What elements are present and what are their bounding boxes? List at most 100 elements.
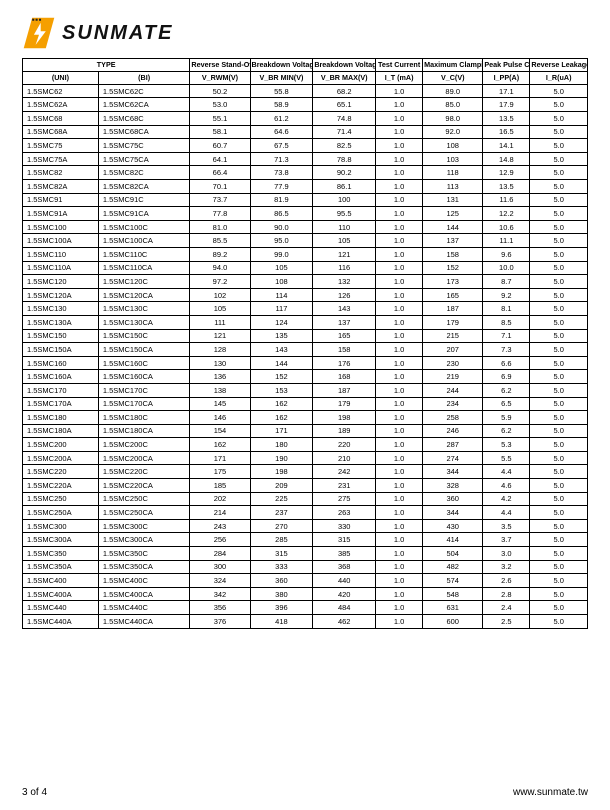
- table-cell: 5.0: [530, 315, 588, 329]
- table-cell: 333: [250, 560, 313, 574]
- table-cell: 168: [313, 370, 376, 384]
- table-cell: 1.5SMC200: [23, 438, 99, 452]
- table-cell: 1.5SMC120CA: [98, 288, 190, 302]
- table-cell: 11.1: [483, 234, 530, 248]
- table-cell: 1.0: [376, 356, 423, 370]
- table-cell: 3.5: [483, 519, 530, 533]
- table-cell: 117: [250, 302, 313, 316]
- table-row: 1.5SMC300A1.5SMC300CA2562853151.04143.75…: [23, 533, 588, 547]
- table-cell: 82.5: [313, 139, 376, 153]
- table-cell: 1.5SMC170: [23, 383, 99, 397]
- table-cell: 1.5SMC400: [23, 574, 99, 588]
- table-cell: 68.2: [313, 84, 376, 98]
- table-cell: 244: [423, 383, 483, 397]
- table-cell: 6.9: [483, 370, 530, 384]
- table-cell: 105: [250, 261, 313, 275]
- table-cell: 158: [423, 247, 483, 261]
- table-cell: 5.0: [530, 261, 588, 275]
- table-cell: 137: [423, 234, 483, 248]
- table-row: 1.5SMC1301.5SMC130C1051171431.01878.15.0: [23, 302, 588, 316]
- unit-vbrmin: V_BR MIN(V): [250, 71, 313, 84]
- table-cell: 4.2: [483, 492, 530, 506]
- table-cell: 5.0: [530, 166, 588, 180]
- table-cell: 4.6: [483, 479, 530, 493]
- table-cell: 89.2: [190, 247, 250, 261]
- table-cell: 187: [313, 383, 376, 397]
- table-cell: 1.5SMC350A: [23, 560, 99, 574]
- table-cell: 1.5SMC110: [23, 247, 99, 261]
- table-cell: 1.0: [376, 438, 423, 452]
- table-cell: 285: [250, 533, 313, 547]
- table-cell: 5.0: [530, 193, 588, 207]
- table-cell: 5.0: [530, 112, 588, 126]
- table-cell: 162: [190, 438, 250, 452]
- table-row: 1.5SMC1801.5SMC180C1461621981.02585.95.0: [23, 411, 588, 425]
- table-cell: 6.2: [483, 383, 530, 397]
- table-cell: 1.5SMC400C: [98, 574, 190, 588]
- table-cell: 360: [423, 492, 483, 506]
- table-row: 1.5SMC400A1.5SMC400CA3423804201.05482.85…: [23, 587, 588, 601]
- table-cell: 1.0: [376, 315, 423, 329]
- table-cell: 187: [423, 302, 483, 316]
- table-cell: 5.0: [530, 547, 588, 561]
- table-cell: 176: [313, 356, 376, 370]
- table-cell: 64.1: [190, 152, 250, 166]
- table-cell: 77.8: [190, 207, 250, 221]
- table-cell: 274: [423, 451, 483, 465]
- table-cell: 10.0: [483, 261, 530, 275]
- table-cell: 162: [250, 411, 313, 425]
- table-cell: 1.0: [376, 587, 423, 601]
- table-cell: 98.0: [423, 112, 483, 126]
- table-row: 1.5SMC4401.5SMC440C3563964841.06312.45.0: [23, 601, 588, 615]
- header-row-2: (UNI) (BI) V_RWM(V) V_BR MIN(V) V_BR MAX…: [23, 71, 588, 84]
- table-cell: 111: [190, 315, 250, 329]
- table-cell: 263: [313, 506, 376, 520]
- table-cell: 16.5: [483, 125, 530, 139]
- table-cell: 380: [250, 587, 313, 601]
- table-cell: 1.5SMC75: [23, 139, 99, 153]
- table-cell: 143: [313, 302, 376, 316]
- table-cell: 1.5SMC170CA: [98, 397, 190, 411]
- table-cell: 4.4: [483, 506, 530, 520]
- page: SUNMATE TYPE Reverse Stand-Off Voltage B…: [0, 0, 610, 810]
- table-cell: 165: [423, 288, 483, 302]
- table-cell: 126: [313, 288, 376, 302]
- table-cell: 1.5SMC91CA: [98, 207, 190, 221]
- table-cell: 1.5SMC400CA: [98, 587, 190, 601]
- table-cell: 430: [423, 519, 483, 533]
- table-cell: 5.0: [530, 288, 588, 302]
- col-ir: Reverse Leakage @V_RWM: [530, 59, 588, 72]
- table-cell: 95.5: [313, 207, 376, 221]
- table-cell: 189: [313, 424, 376, 438]
- table-cell: 287: [423, 438, 483, 452]
- table-row: 1.5SMC751.5SMC75C60.767.582.51.010814.15…: [23, 139, 588, 153]
- table-cell: 548: [423, 587, 483, 601]
- table-cell: 1.0: [376, 519, 423, 533]
- table-row: 1.5SMC1501.5SMC150C1211351651.02157.15.0: [23, 329, 588, 343]
- table-cell: 64.6: [250, 125, 313, 139]
- table-cell: 342: [190, 587, 250, 601]
- table-cell: 1.5SMC100CA: [98, 234, 190, 248]
- table-cell: 1.5SMC180C: [98, 411, 190, 425]
- table-cell: 61.2: [250, 112, 313, 126]
- table-cell: 1.0: [376, 193, 423, 207]
- table-cell: 5.0: [530, 465, 588, 479]
- table-cell: 1.5SMC110CA: [98, 261, 190, 275]
- table-cell: 356: [190, 601, 250, 615]
- table-cell: 1.5SMC120A: [23, 288, 99, 302]
- table-row: 1.5SMC1701.5SMC170C1381531871.02446.25.0: [23, 383, 588, 397]
- table-row: 1.5SMC821.5SMC82C66.473.890.21.011812.95…: [23, 166, 588, 180]
- table-row: 1.5SMC1201.5SMC120C97.21081321.01738.75.…: [23, 275, 588, 289]
- table-cell: 1.5SMC62CA: [98, 98, 190, 112]
- table-cell: 121: [313, 247, 376, 261]
- table-row: 1.5SMC681.5SMC68C55.161.274.81.098.013.5…: [23, 112, 588, 126]
- table-cell: 92.0: [423, 125, 483, 139]
- table-cell: 145: [190, 397, 250, 411]
- table-cell: 418: [250, 615, 313, 629]
- table-cell: 1.5SMC220C: [98, 465, 190, 479]
- table-cell: 230: [423, 356, 483, 370]
- col-type: TYPE: [23, 59, 190, 72]
- table-cell: 1.5SMC62: [23, 84, 99, 98]
- table-cell: 1.0: [376, 98, 423, 112]
- table-cell: 67.5: [250, 139, 313, 153]
